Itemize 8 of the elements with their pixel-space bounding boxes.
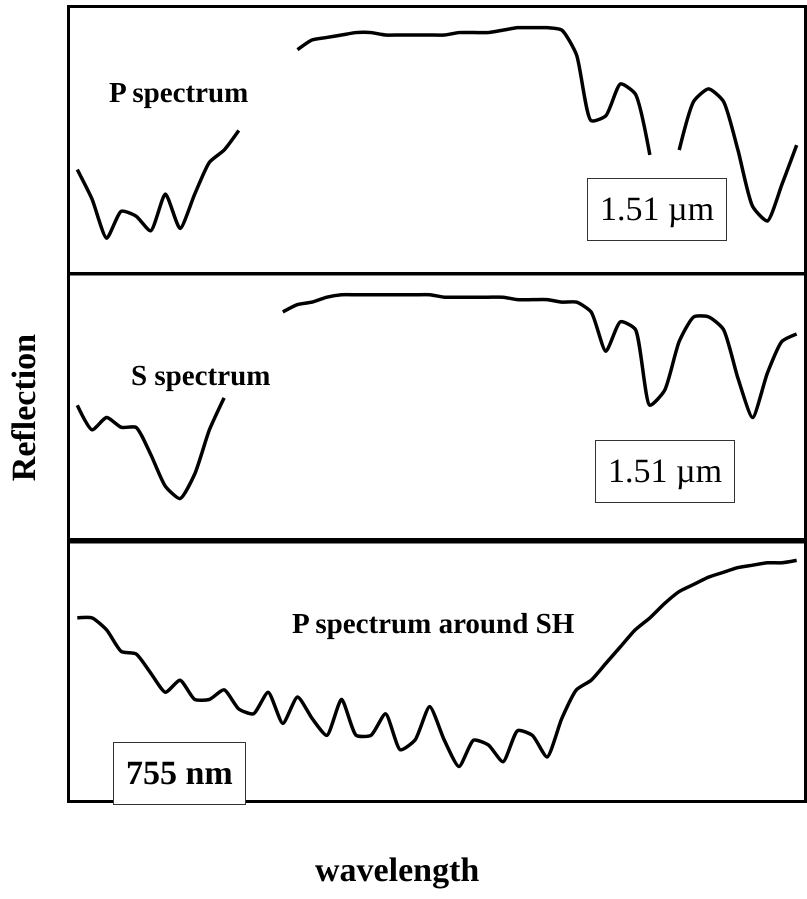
annotation: S spectrum [131, 360, 270, 392]
annotation: P spectrum around SH [292, 608, 575, 640]
y-axis-title: Reflection [6, 334, 43, 482]
annotation: 1.51 µm [600, 191, 714, 228]
annotation: 1.51 µm [608, 453, 722, 490]
x-axis-title: wavelength [315, 852, 480, 889]
annotation: 755 nm [126, 755, 233, 792]
annotation: P spectrum [109, 77, 248, 109]
